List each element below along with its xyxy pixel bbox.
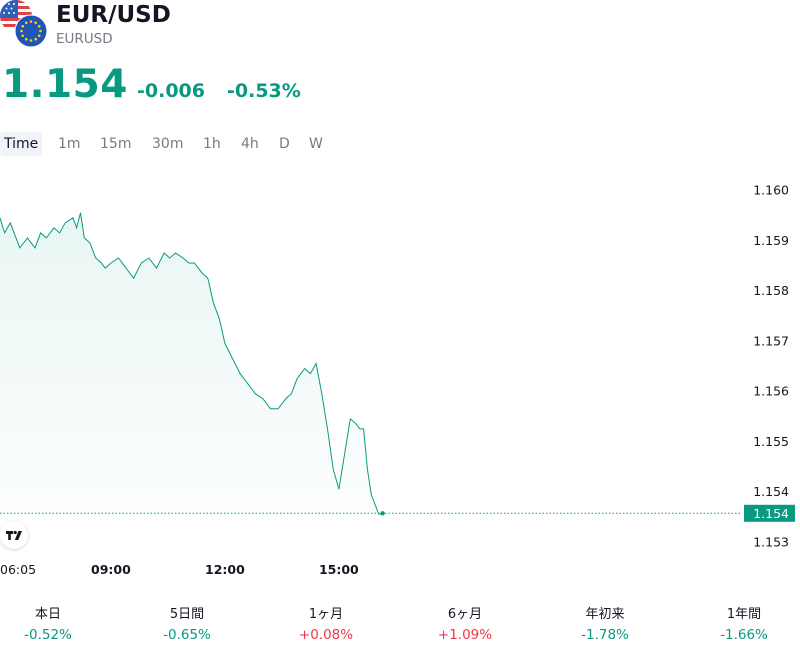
last-price: 1.154 (2, 62, 128, 107)
current-price-dot (380, 511, 385, 516)
performance-value: -0.65% (163, 627, 211, 643)
price-area-fill (0, 212, 383, 515)
interval-tab-30m[interactable]: 30m (152, 136, 184, 152)
price-row: 1.154 -0.006 -0.53% (0, 62, 800, 112)
performance-item-6m[interactable]: 6ヶ月 +1.09% (405, 605, 525, 645)
interval-tab-1m[interactable]: 1m (58, 136, 81, 152)
eu-flag-icon (14, 14, 48, 48)
y-tick-label: 1.156 (753, 384, 789, 399)
performance-label: 5日間 (169, 607, 205, 622)
interval-tab-15m[interactable]: 15m (100, 136, 132, 152)
performance-label: 本日 (34, 607, 61, 622)
symbol-header: EUR/USD EURUSD (0, 0, 800, 60)
interval-tab-w[interactable]: W (309, 136, 323, 152)
performance-bar: 本日 -0.52% 5日間 -0.65% 1ヶ月 +0.08% 6ヶ月 +1.0… (0, 605, 800, 655)
price-line[interactable] (0, 212, 383, 515)
change-absolute: -0.006 (137, 80, 205, 102)
x-tick-label: 09:00 (91, 562, 131, 577)
performance-item-1d[interactable]: 本日 -0.52% (0, 605, 108, 645)
y-tick-label: 1.158 (753, 283, 789, 298)
performance-value: -1.78% (581, 627, 629, 643)
tradingview-logo-icon (6, 530, 22, 540)
performance-label: 1年間 (726, 607, 762, 622)
interval-tab-time[interactable]: Time (0, 132, 43, 156)
current-price-label: 1.154 (753, 506, 789, 521)
interval-tab-1h[interactable]: 1h (203, 136, 221, 152)
performance-value: +0.08% (298, 627, 354, 643)
performance-item-1y[interactable]: 1年間 -1.66% (684, 605, 800, 645)
y-tick-label: 1.155 (753, 434, 789, 449)
performance-label: 1ヶ月 (308, 607, 344, 622)
interval-tab-d[interactable]: D (279, 136, 290, 152)
performance-value: -0.52% (24, 627, 72, 643)
change-percent: -0.53% (227, 80, 301, 102)
current-price-badge (744, 504, 795, 522)
x-tick-label: 12:00 (205, 562, 245, 577)
y-tick-label: 1.159 (753, 233, 789, 248)
performance-label: 6ヶ月 (447, 607, 483, 622)
performance-label: 年初来 (585, 607, 625, 622)
y-tick-label: 1.157 (753, 333, 789, 348)
performance-item-5d[interactable]: 5日間 -0.65% (127, 605, 247, 645)
interval-tab-4h[interactable]: 4h (241, 136, 259, 152)
performance-item-1m[interactable]: 1ヶ月 +0.08% (266, 605, 386, 645)
y-tick-label: 1.154 (753, 484, 789, 499)
performance-value: -1.66% (720, 627, 768, 643)
y-tick-label: 1.160 (753, 183, 789, 198)
tradingview-logo[interactable] (0, 521, 28, 549)
symbol-title: EUR/USD (56, 2, 171, 28)
y-tick-label: 1.153 (753, 534, 789, 549)
performance-value: +1.09% (437, 627, 493, 643)
symbol-code: EURUSD (56, 31, 113, 47)
price-chart[interactable]: 1.160 1.159 1.158 1.157 1.156 1.155 1.154 1.153… (0, 160, 800, 585)
x-tick-label: 15:00 (319, 562, 359, 577)
x-tick-label: 06:05 (0, 562, 36, 577)
performance-item-ytd[interactable]: 年初来 -1.78% (545, 605, 665, 645)
